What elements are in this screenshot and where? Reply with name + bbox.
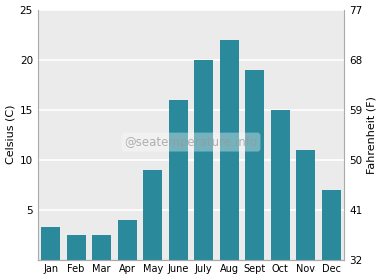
Bar bbox=[194, 60, 213, 260]
Bar bbox=[143, 170, 162, 260]
Bar bbox=[92, 235, 111, 260]
Bar bbox=[169, 100, 188, 260]
Bar bbox=[66, 235, 86, 260]
Bar bbox=[322, 190, 341, 260]
Bar bbox=[220, 39, 239, 260]
Bar bbox=[245, 69, 264, 260]
Y-axis label: Fahrenheit (F): Fahrenheit (F) bbox=[366, 96, 376, 174]
Text: @seatemperature.info: @seatemperature.info bbox=[125, 136, 257, 149]
Bar bbox=[118, 220, 137, 260]
Y-axis label: Celsius (C): Celsius (C) bbox=[6, 105, 16, 164]
Bar bbox=[271, 109, 290, 260]
Bar bbox=[296, 150, 316, 260]
Bar bbox=[41, 227, 60, 260]
